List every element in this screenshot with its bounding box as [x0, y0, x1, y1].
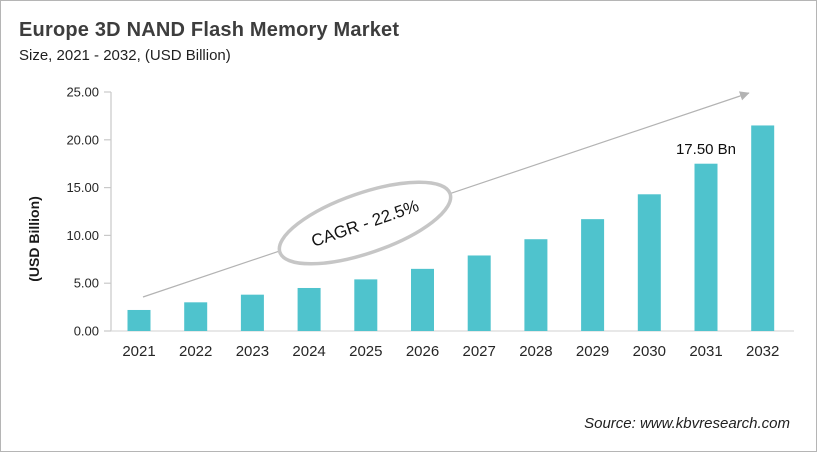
bar-2024 [297, 287, 321, 331]
source-note: Source: www.kbvresearch.com [584, 415, 790, 432]
y-axis-tick-label: 0.00 [74, 324, 99, 339]
y-axis-tick-label: 10.00 [66, 228, 99, 243]
bar-2026 [411, 268, 434, 331]
bar-2023 [240, 294, 264, 331]
x-axis-label-2032: 2032 [746, 343, 779, 360]
bar-2027 [467, 255, 491, 331]
y-axis-title: (USD Billion) [26, 196, 42, 282]
y-axis-tick-label: 15.00 [66, 180, 99, 195]
bar-2029 [581, 219, 605, 331]
y-axis-ticks [104, 91, 111, 332]
x-axis-labels: 2021 2022 2023 2024 2025 2026 2027 2028 2029 2030… [122, 343, 779, 360]
bar-2030 [637, 194, 661, 331]
x-axis-label-2023: 2023 [236, 343, 269, 360]
bar-2025 [354, 279, 378, 331]
chart-title: Europe 3D NAND Flash Memory Market [19, 19, 400, 41]
x-axis-label-2021: 2021 [122, 343, 155, 360]
x-axis-label-2030: 2030 [633, 343, 666, 360]
bar-2031 [694, 163, 718, 331]
y-axis-tick-label: 20.00 [66, 132, 99, 147]
bar-2032 [751, 125, 775, 332]
bar-2021 [127, 309, 151, 331]
data-label-2031: 17.50 Bn [676, 141, 736, 158]
x-axis-label-2027: 2027 [463, 343, 496, 360]
y-axis-labels: 0.00 5.00 10.00 15.00 20.00 25.00 [66, 85, 99, 339]
x-axis-label-2022: 2022 [179, 343, 212, 360]
y-axis-tick-label: 5.00 [74, 276, 99, 291]
x-axis-label-2026: 2026 [406, 343, 439, 360]
x-axis-label-2029: 2029 [576, 343, 609, 360]
bar-2028 [524, 239, 548, 331]
x-axis-label-2024: 2024 [292, 343, 325, 360]
x-axis-label-2031: 2031 [689, 343, 722, 360]
y-axis-tick-label: 25.00 [66, 85, 99, 100]
x-axis-label-2028: 2028 [519, 343, 552, 360]
cagr-ellipse [277, 180, 453, 266]
bars-group [127, 125, 775, 332]
bar-2022 [184, 302, 208, 331]
chart-subtitle: Size, 2021 - 2032, (USD Billion) [19, 47, 231, 64]
x-axis-label-2025: 2025 [349, 343, 382, 360]
